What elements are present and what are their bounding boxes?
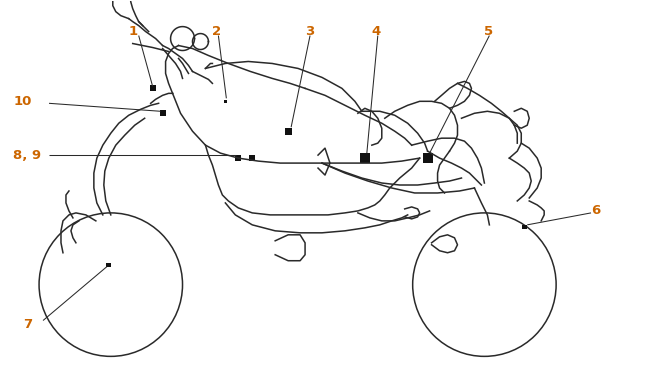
- Text: 4: 4: [372, 25, 381, 38]
- Bar: [285, 128, 292, 135]
- Text: 7: 7: [23, 318, 32, 331]
- Text: 6: 6: [591, 204, 600, 217]
- Bar: [360, 153, 370, 163]
- Bar: [249, 155, 256, 161]
- Bar: [224, 100, 227, 103]
- Bar: [149, 85, 156, 91]
- Bar: [106, 263, 111, 267]
- Text: 8, 9: 8, 9: [13, 148, 41, 162]
- Text: 10: 10: [13, 95, 32, 108]
- Bar: [521, 225, 527, 229]
- Text: 3: 3: [305, 25, 314, 38]
- Bar: [160, 110, 166, 116]
- Text: 5: 5: [485, 25, 494, 38]
- Bar: [236, 155, 241, 161]
- Bar: [422, 153, 433, 163]
- Text: 1: 1: [129, 25, 138, 38]
- Text: 2: 2: [212, 25, 221, 38]
